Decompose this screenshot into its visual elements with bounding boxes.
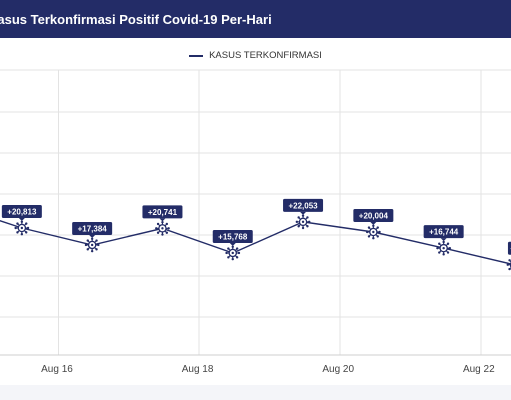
chart-title: Kasus Terkonfirmasi Positif Covid-19 Per…	[0, 11, 272, 27]
chart-header: Kasus Terkonfirmasi Positif Covid-19 Per…	[0, 0, 511, 38]
data-label-text: +22,053	[288, 201, 318, 210]
virus-icon	[225, 245, 241, 261]
virus-icon	[506, 259, 511, 271]
data-label: +22,053	[283, 198, 324, 215]
data-label-text: +17,384	[78, 224, 108, 233]
series-markers	[14, 214, 511, 271]
chart-legend[interactable]: KASUS TERKONFIRMASI	[0, 50, 511, 61]
data-label-text: +20,004	[359, 212, 389, 221]
legend-swatch	[189, 54, 204, 57]
x-tick-label: Aug 18	[182, 364, 214, 375]
virus-icon	[436, 240, 452, 256]
x-tick-label: Aug 16	[41, 364, 73, 375]
data-label-text: +16,744	[429, 228, 459, 237]
data-label-text: +20,813	[7, 208, 37, 217]
virus-icon	[14, 220, 30, 236]
grid-lines	[0, 69, 511, 356]
x-tick-label: Aug 22	[463, 364, 495, 375]
virus-icon	[295, 214, 311, 230]
data-label-text: +20,741	[148, 208, 178, 217]
data-label: +20,004	[353, 209, 394, 226]
virus-icon	[84, 237, 100, 253]
data-labels: +20,813 +17,384 +20,741 +15,768 +22,053 +20,0…	[1, 198, 511, 255]
x-axis: Aug 16 Aug 18 Aug 20 Aug 22	[41, 364, 495, 375]
data-label: +20,813	[1, 205, 42, 221]
footer-band	[0, 385, 511, 400]
data-label: +16,744	[423, 225, 464, 242]
virus-icon	[365, 224, 381, 240]
data-label: +17,384	[72, 221, 113, 238]
virus-icon	[155, 220, 170, 236]
legend-label: KASUS TERKONFIRMASI	[209, 50, 322, 61]
data-label: +20,741	[142, 205, 183, 222]
data-label-text: +15,768	[218, 232, 248, 241]
x-tick-label: Aug 20	[322, 364, 354, 375]
data-label: +15,768	[212, 229, 253, 246]
